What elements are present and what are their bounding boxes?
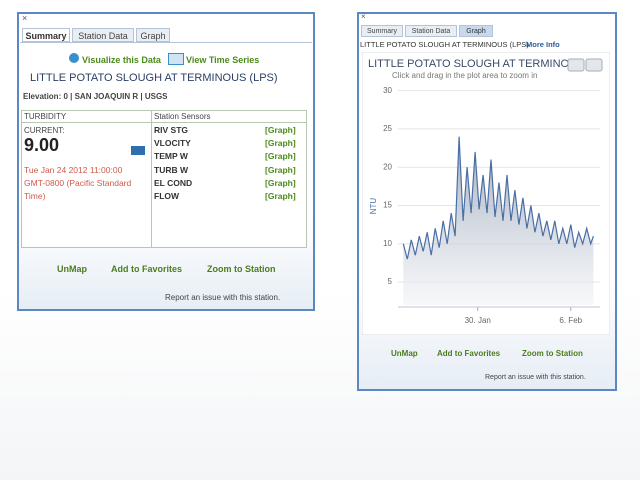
- table-rule: [21, 122, 307, 123]
- icon: [69, 53, 79, 63]
- graph-link[interactable]: [Graph]: [265, 125, 296, 135]
- link[interactable]: View Time Series: [186, 55, 260, 65]
- icon: [131, 146, 145, 155]
- tab[interactable]: Graph: [136, 28, 170, 42]
- x-tick-label: 6. Feb: [559, 316, 582, 325]
- y-tick-label: 30: [383, 86, 392, 95]
- print-button[interactable]: [567, 58, 585, 72]
- chart-title: LITTLE POTATO SLOUGH AT TERMINO: [368, 58, 570, 70]
- link[interactable]: Visualize this Data: [82, 55, 161, 65]
- y-tick-label: 25: [383, 124, 392, 133]
- button[interactable]: Add to Favorites: [437, 349, 501, 358]
- chart-subtitle: Click and drag in the plot area to zoom …: [392, 71, 537, 80]
- y-axis-label: NTU: [369, 198, 378, 215]
- graph-link[interactable]: [Graph]: [265, 138, 296, 149]
- button[interactable]: UnMap: [57, 264, 87, 274]
- tab-rule: [20, 42, 312, 43]
- current-value: 9.00: [24, 135, 60, 155]
- graph-link[interactable]: [Graph]: [265, 177, 296, 188]
- sensor-name: TURB W: [154, 164, 188, 175]
- graph-link[interactable]: [Graph]: [265, 191, 296, 201]
- sensor-name: TEMP W: [154, 151, 188, 162]
- station-title: LITTLE POTATO SLOUGH AT TERMINOUS (LPS): [30, 72, 278, 84]
- sensor-name: FLOW: [154, 191, 180, 201]
- sensor-name: TURBIDITY: [24, 112, 67, 121]
- y-tick-label: 15: [383, 201, 392, 210]
- graph-link[interactable]: [Graph]: [265, 164, 296, 175]
- sensor-table: [21, 110, 307, 248]
- close-button[interactable]: ×: [361, 12, 366, 21]
- button[interactable]: Zoom to Station: [522, 349, 583, 358]
- current-label: CURRENT:: [24, 126, 65, 135]
- tab[interactable]: Summary: [22, 28, 70, 42]
- icon: [168, 53, 184, 65]
- timestamp: Tue Jan 24 2012 11:00:00 GMT-0800 (Pacif…: [24, 165, 132, 201]
- station-title: LITTLE POTATO SLOUGH AT TERMINOUS (LPS): [360, 40, 529, 49]
- sensors-header: Station Sensors: [154, 112, 211, 121]
- tab[interactable]: Graph: [459, 25, 493, 37]
- tab[interactable]: Station Data: [72, 28, 134, 42]
- x-tick-label: 30. Jan: [465, 316, 491, 325]
- chart: LITTLE POTATO SLOUGH AT TERMINO Click an…: [362, 52, 610, 335]
- sensor-name: EL COND: [154, 177, 193, 188]
- report-link[interactable]: Report an issue with this station.: [485, 374, 586, 381]
- export-button[interactable]: [585, 58, 603, 72]
- report-link[interactable]: Report an issue with this station.: [165, 293, 281, 302]
- y-tick-label: 20: [383, 162, 392, 171]
- y-tick-label: 5: [388, 277, 393, 286]
- line: [402, 136, 594, 260]
- tab[interactable]: Summary: [361, 25, 403, 37]
- graph-link[interactable]: [Graph]: [265, 151, 296, 162]
- sensor-name: VLOCITY: [154, 138, 191, 149]
- more-info-link[interactable]: More Info: [526, 40, 560, 49]
- sensor-name: RIV STG: [154, 125, 189, 135]
- area: [403, 136, 594, 305]
- button[interactable]: Add to Favorites: [111, 264, 183, 274]
- table-rule: [151, 110, 152, 248]
- y-tick-label: 10: [383, 239, 392, 248]
- station-info: Elevation: 0 | SAN JOAQUIN R | USGS: [23, 92, 168, 101]
- button[interactable]: UnMap: [391, 349, 418, 358]
- button[interactable]: Zoom to Station: [207, 264, 276, 274]
- close-button[interactable]: ×: [22, 13, 28, 23]
- tab[interactable]: Station Data: [405, 25, 457, 37]
